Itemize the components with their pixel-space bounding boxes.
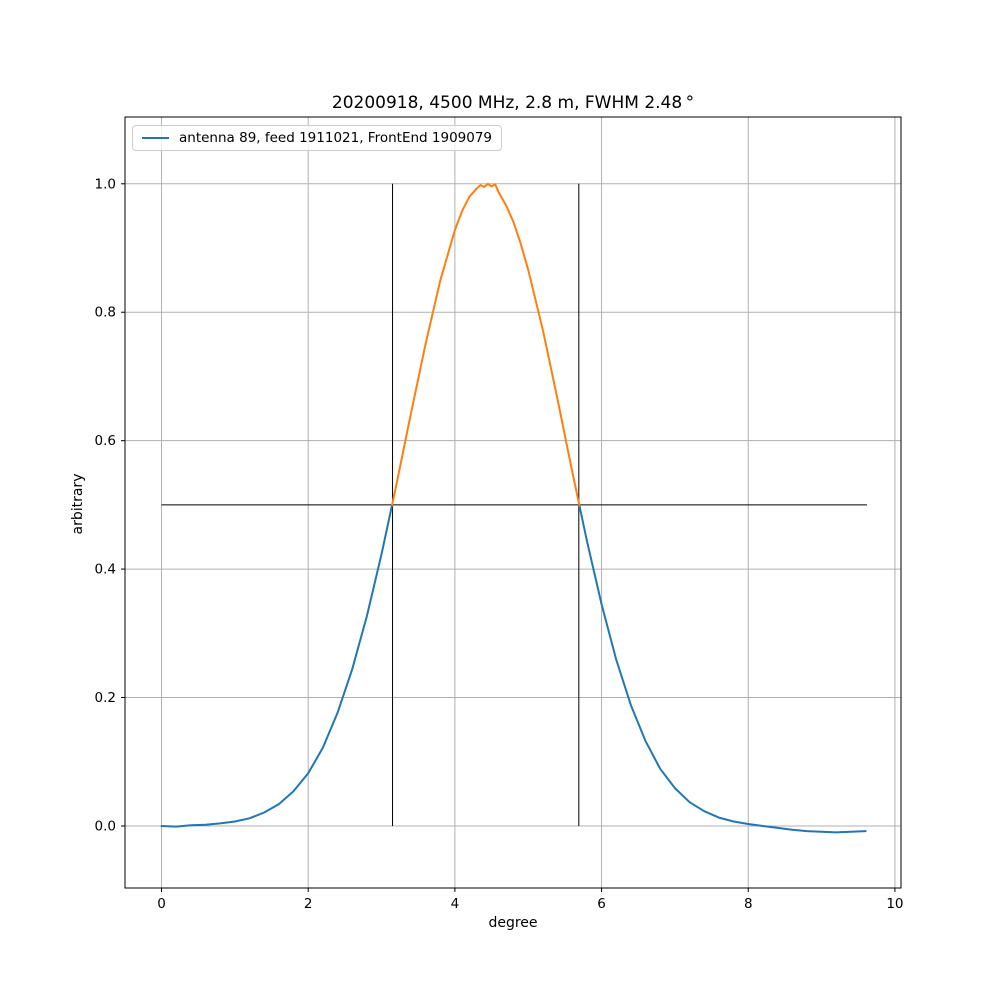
svg-text:0.8: 0.8 — [95, 305, 116, 321]
beam-pattern-curve — [160, 182, 867, 834]
legend-line-swatch — [142, 137, 169, 139]
axes-frame — [124, 116, 902, 889]
svg-text:0.4: 0.4 — [95, 562, 116, 578]
fwhm-reference-lines — [161, 183, 868, 826]
legend: antenna 89, feed 1911021, FrontEnd 19090… — [132, 125, 503, 151]
svg-text:10: 10 — [886, 896, 903, 912]
svg-text:6: 6 — [597, 896, 606, 912]
y-tick-labels: 0.0 0.2 0.4 0.6 0.8 1.0 — [95, 176, 116, 834]
svg-text:0.6: 0.6 — [95, 433, 116, 449]
svg-text:2: 2 — [304, 896, 313, 912]
svg-text:8: 8 — [744, 896, 753, 912]
legend-label: antenna 89, feed 1911021, FrontEnd 19090… — [179, 130, 493, 146]
svg-text:4: 4 — [451, 896, 460, 912]
tick-marks — [121, 183, 896, 892]
x-tick-labels: 0 2 4 6 8 10 — [157, 896, 903, 912]
svg-text:0: 0 — [157, 896, 166, 912]
gridlines — [125, 117, 901, 888]
y-axis-label: arbitrary — [70, 473, 86, 535]
svg-text:0.2: 0.2 — [95, 690, 116, 706]
x-axis-label: degree — [488, 915, 538, 931]
svg-text:0.0: 0.0 — [95, 818, 116, 834]
svg-text:1.0: 1.0 — [95, 176, 116, 192]
chart-title: 20200918, 4500 MHz, 2.8 m, FWHM 2.48 ° — [331, 93, 695, 113]
